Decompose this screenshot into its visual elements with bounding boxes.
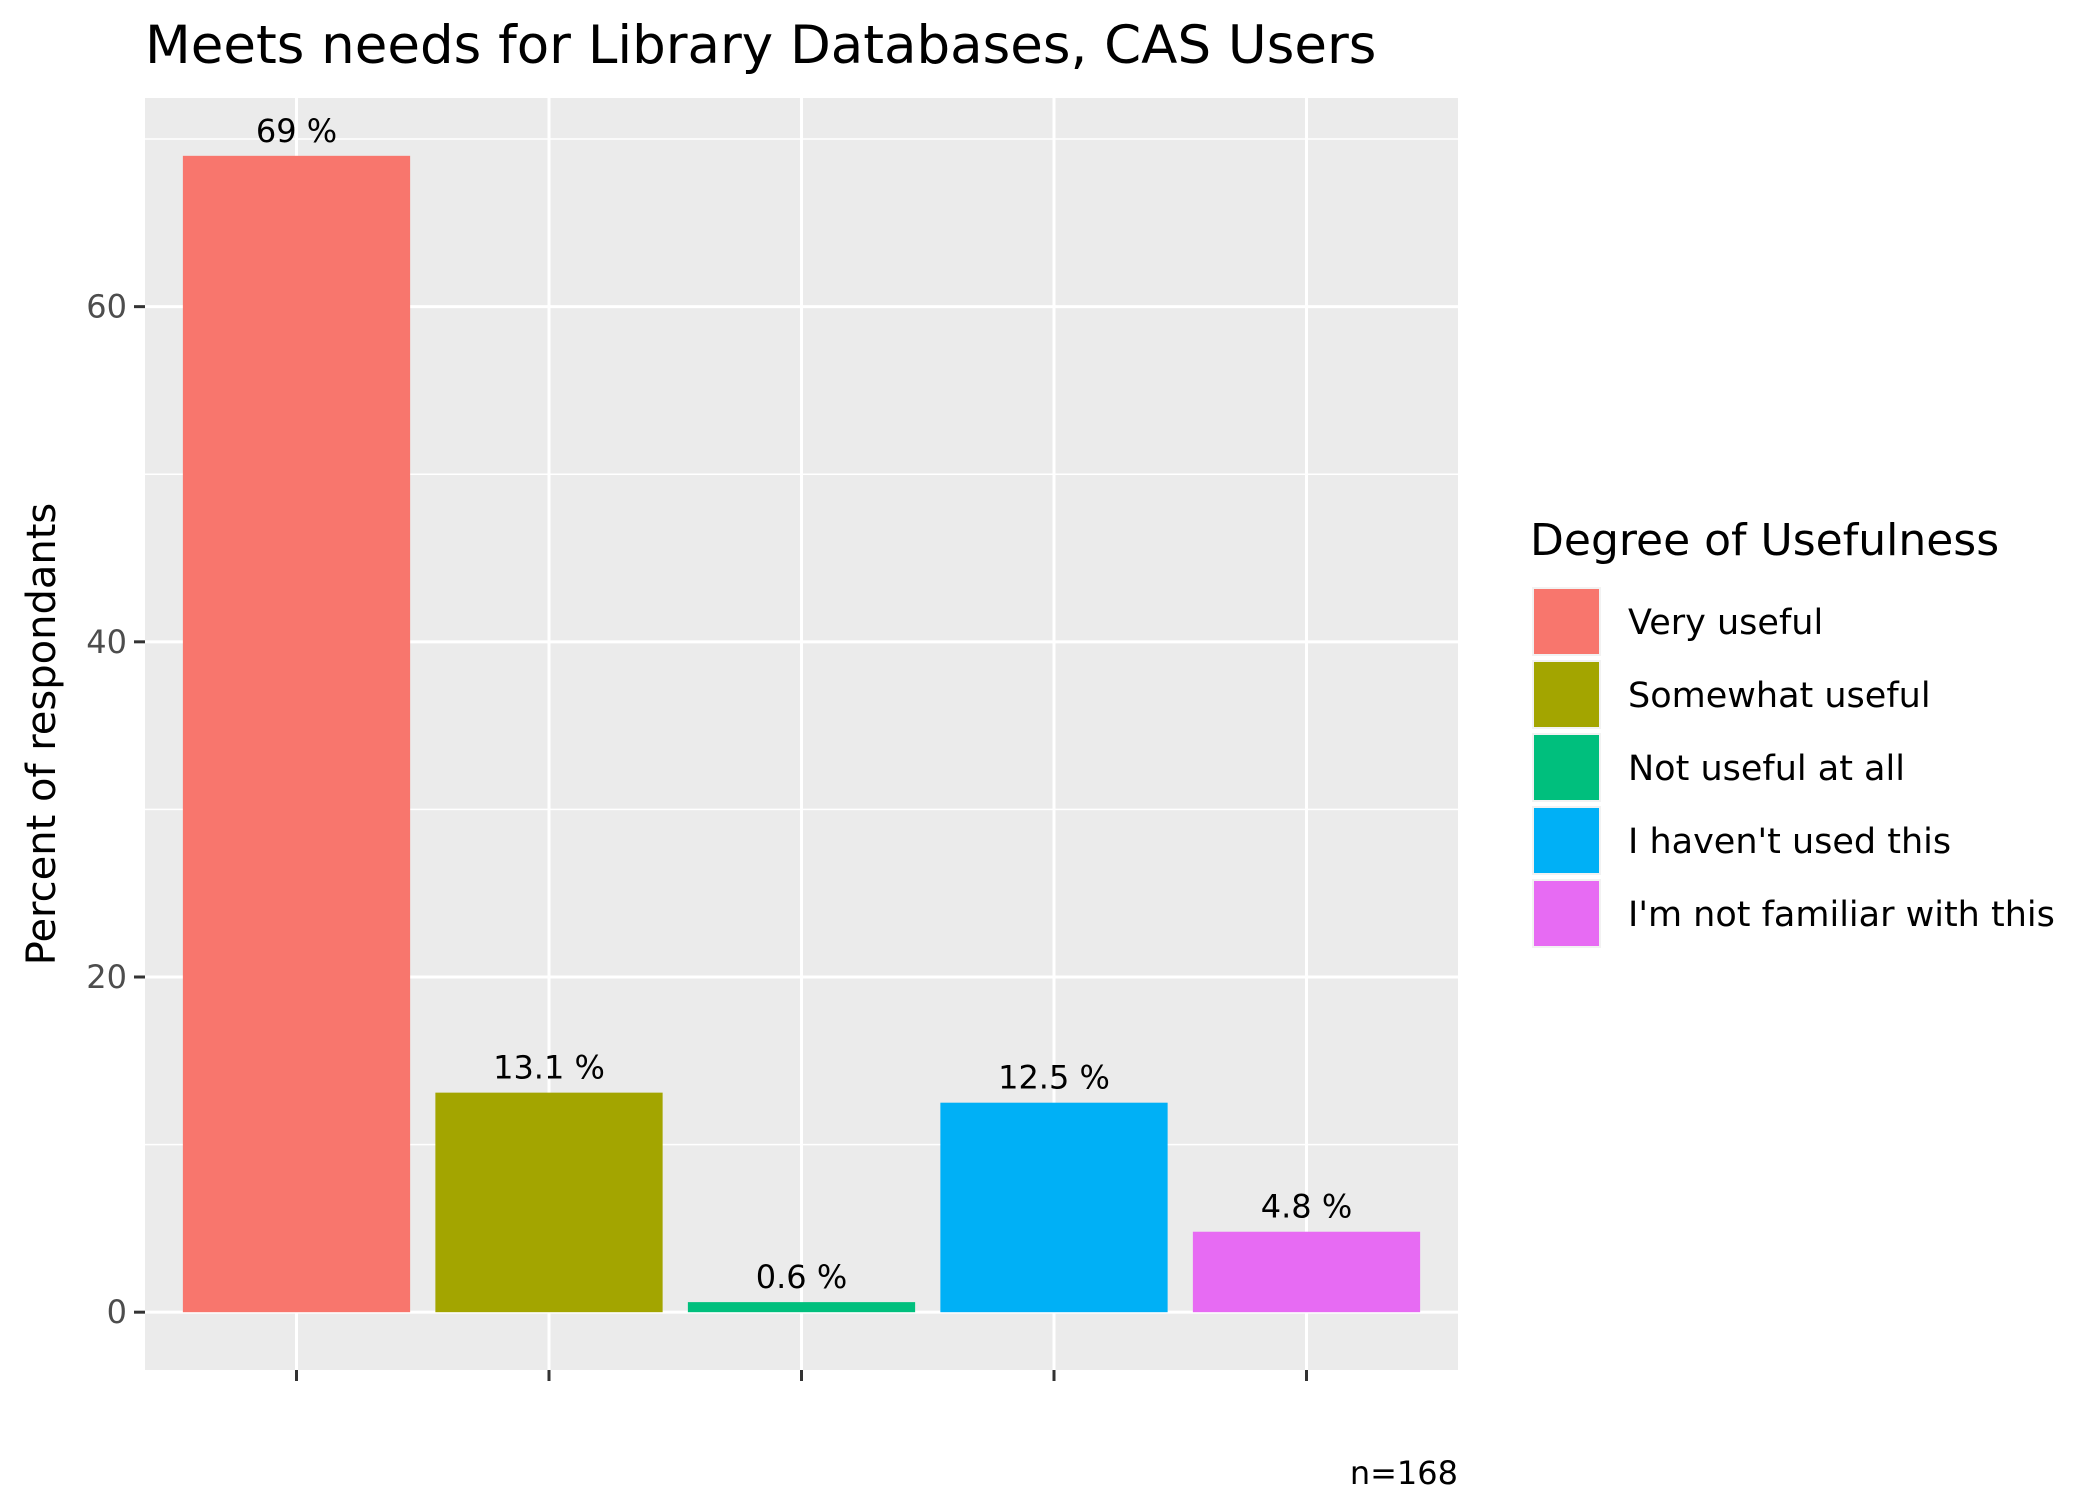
bars [182,155,1421,1313]
bar [1192,1231,1421,1313]
bar [182,155,411,1313]
bar [435,1092,663,1313]
legend-label: Not useful at all [1628,749,1905,789]
legend-swatch [1534,735,1599,800]
legend-label: Somewhat useful [1628,676,1931,716]
data-label: 4.8 % [1261,1188,1352,1226]
data-label: 12.5 % [998,1059,1110,1097]
legend-swatch [1534,589,1599,654]
chart-title: Meets needs for Library Databases, CAS U… [145,15,1376,76]
legend: Degree of Usefulness Very useful Somewhat… [1530,515,2055,948]
legend-title: Degree of Usefulness [1530,515,1999,566]
y-axis-label: Percent of respondants [19,503,65,966]
legend-label: I haven't used this [1628,822,1951,862]
data-label: 69 % [256,112,337,150]
legend-label: Very useful [1628,603,1823,643]
bar [687,1302,916,1313]
y-tick-label: 40 [86,623,127,661]
caption: n=168 [1350,1454,1458,1492]
y-tick-label: 20 [86,958,127,996]
legend-label: I'm not familiar with this [1628,895,2055,935]
y-tick-label: 60 [86,288,127,326]
legend-swatch [1534,881,1599,946]
data-label: 0.6 % [756,1258,847,1296]
x-axis-ticks [295,1370,1308,1381]
legend-swatch [1534,662,1599,727]
y-tick-label: 0 [107,1293,127,1331]
data-label: 13.1 % [493,1049,605,1087]
legend-swatch [1534,808,1599,873]
data-labels: 69 % 13.1 % 0.6 % 12.5 % 4.8 % [256,112,1352,1296]
legend-items: Very useful Somewhat useful Not useful at … [1532,587,2055,948]
bar [940,1102,1168,1313]
y-axis: 0 20 40 60 [86,288,145,1331]
